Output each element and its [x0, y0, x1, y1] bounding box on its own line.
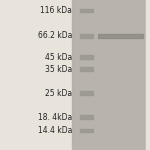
Bar [80, 115, 93, 119]
Text: 116 kDa: 116 kDa [40, 6, 72, 15]
Bar [146, 0, 150, 150]
Bar [80, 34, 93, 38]
Bar [80, 55, 93, 59]
Text: 66.2 kDa: 66.2 kDa [38, 32, 72, 40]
Text: 35 kDa: 35 kDa [45, 64, 72, 74]
Bar [72, 0, 150, 150]
Bar [80, 129, 93, 132]
Text: 45 kDa: 45 kDa [45, 52, 72, 62]
Bar [80, 67, 93, 71]
Text: 25 kDa: 25 kDa [45, 88, 72, 98]
Bar [80, 91, 93, 95]
Text: 14.4 kDa: 14.4 kDa [38, 126, 72, 135]
Bar [80, 9, 93, 12]
Bar [98, 34, 142, 38]
Text: 18. 4kDa: 18. 4kDa [38, 112, 72, 122]
